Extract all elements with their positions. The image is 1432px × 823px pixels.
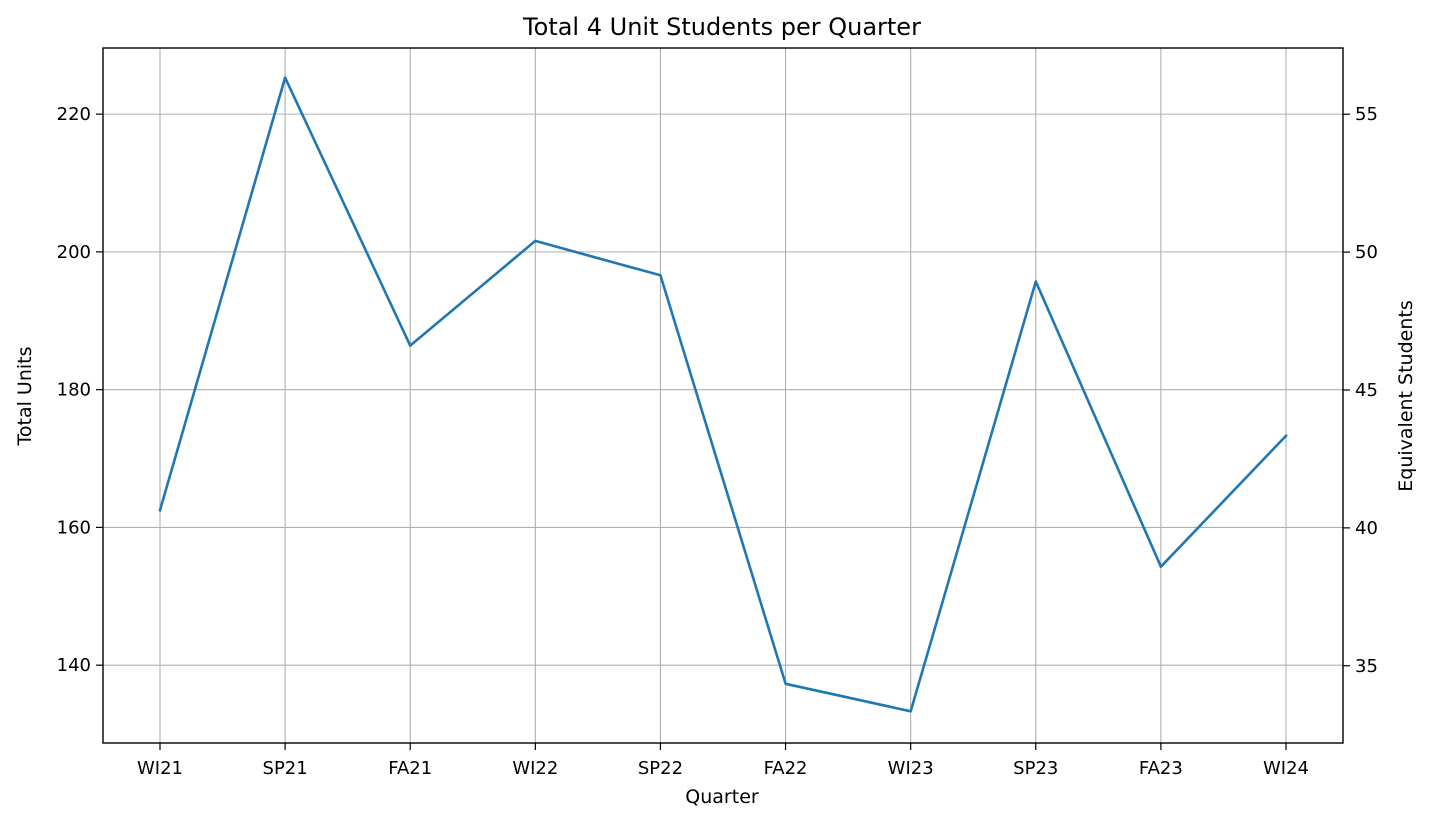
x-axis: WI21 SP21 FA21 WI22 SP22 FA22 WI23 SP23 FA23 WI24	[137, 743, 1309, 779]
y2-tick-label: 35	[1355, 656, 1378, 677]
y-tick-label: 180	[57, 380, 91, 401]
plot-frame	[102, 47, 1344, 744]
y2-tick-label: 55	[1355, 104, 1378, 125]
y2-tick-label: 45	[1355, 380, 1378, 401]
y-axis-left: 140 160 180 200 220	[57, 104, 103, 676]
x-tick-label: WI24	[1263, 758, 1309, 779]
x-axis-label: Quarter	[685, 786, 759, 808]
y2-tick-label: 50	[1355, 242, 1378, 263]
x-tick-label: WI22	[512, 758, 558, 779]
x-tick-label: SP21	[263, 758, 308, 779]
chart-title: Total 4 Unit Students per Quarter	[522, 13, 921, 41]
x-tick-label: FA21	[388, 758, 432, 779]
x-tick-label: SP23	[1013, 758, 1058, 779]
x-tick-label: WI23	[888, 758, 934, 779]
y-tick-label: 160	[57, 517, 91, 538]
x-tick-label: FA22	[764, 758, 808, 779]
x-tick-label: WI21	[137, 758, 183, 779]
y-tick-label: 200	[57, 242, 91, 263]
y-tick-label: 220	[57, 104, 91, 125]
y-axis-right: 35 40 45 50 55	[1343, 104, 1378, 677]
series-line	[158, 76, 1288, 713]
y2-axis-label: Equivalent Students	[1395, 300, 1417, 491]
x-tick-label: SP22	[638, 758, 683, 779]
y-tick-label: 140	[57, 655, 91, 676]
grid-lines	[103, 48, 1343, 743]
x-tick-label: FA23	[1139, 758, 1183, 779]
y-axis-label: Total Units	[14, 347, 36, 447]
y2-tick-label: 40	[1355, 518, 1378, 539]
